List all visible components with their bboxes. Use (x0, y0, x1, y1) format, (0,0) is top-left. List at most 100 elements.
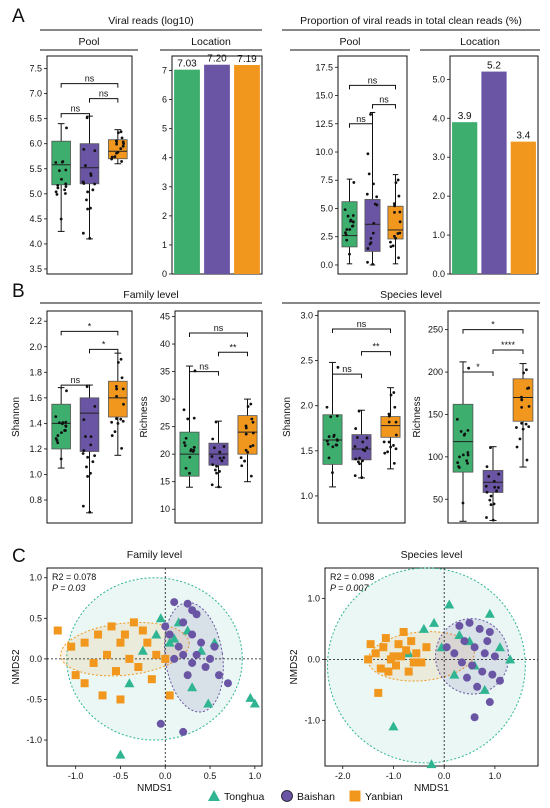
data-point (244, 432, 248, 436)
y-axis: 3.5 4.0 4.5 5.0 5.5 6.0 6.5 7.0 7.5 (29, 64, 47, 274)
significance-label: ns (71, 104, 81, 114)
y-axis-label: NMDS2 (11, 649, 22, 684)
point-square (67, 642, 76, 651)
data-point (487, 474, 491, 478)
data-point (369, 236, 373, 240)
data-point (59, 217, 63, 221)
data-point (210, 455, 214, 458)
data-point (325, 439, 329, 443)
y-tick-label: 2.2 (29, 316, 42, 326)
data-point (336, 365, 340, 369)
point-triangle (454, 630, 465, 640)
point-circle (457, 658, 466, 667)
data-point (188, 455, 192, 459)
data-point (331, 445, 335, 449)
data-point (110, 434, 114, 437)
data-point (60, 177, 63, 181)
data-point (192, 416, 196, 420)
point-square (374, 688, 383, 697)
data-point (86, 455, 90, 459)
y-tick-label: 150 (428, 409, 443, 419)
y-tick-label: 2.5 (320, 232, 333, 242)
significance-bracket (462, 329, 524, 334)
panel-letter: A (12, 6, 25, 27)
data-point (489, 503, 493, 507)
r2-stat: R2 = 0.078 (52, 572, 96, 582)
data-point (375, 195, 379, 199)
data-point (466, 453, 470, 457)
significance-label: ns (99, 89, 109, 99)
data-point (354, 427, 358, 430)
data-point (392, 461, 396, 465)
point-circle (468, 661, 477, 670)
point-circle (490, 652, 499, 661)
significance-bracket (372, 104, 396, 109)
y-axis: 0.0 2.5 5.0 7.5 10.0 12.5 15.0 17.5 (315, 62, 338, 270)
data-point (60, 431, 63, 435)
data-point (331, 471, 334, 475)
data-point (249, 402, 253, 406)
y-axis: 1.0 1.5 2.0 2.5 3.0 Shannon (282, 311, 318, 501)
significance-label: **** (501, 340, 516, 350)
data-point (497, 486, 500, 489)
y-tick-label: 15.0 (315, 91, 333, 101)
data-point (329, 415, 333, 419)
data-point (350, 224, 354, 228)
y-tick-label: 40 (160, 339, 170, 349)
data-point (115, 417, 118, 420)
significance-label: ns (214, 323, 224, 333)
significance-bracket (361, 351, 391, 356)
significance-label: ** (372, 342, 380, 352)
data-point (457, 465, 460, 468)
point-circle (460, 637, 469, 646)
data-point (327, 435, 331, 438)
significance-label: * (88, 321, 92, 331)
scatter-title: Family level (127, 549, 182, 561)
data-point (59, 457, 63, 461)
y-tick-label: 0.5 (29, 613, 42, 623)
data-point (372, 182, 375, 186)
legend-item-tonghua: Tonghua (208, 790, 264, 803)
data-point (394, 433, 398, 437)
data-point (63, 188, 67, 192)
data-point (358, 462, 361, 466)
y-tick-label: 1.4 (29, 418, 42, 428)
y-axis: 0.0 1.0 2.0 3.0 4.0 5.0 (432, 74, 450, 279)
x-tick-label: -1.0 (68, 771, 84, 781)
data-point (218, 450, 222, 454)
point-circle (470, 643, 479, 652)
data-point (387, 420, 391, 424)
data-point (182, 408, 186, 412)
y-tick-label: 7 (162, 66, 167, 76)
point-circle (192, 650, 201, 659)
subplot-subtitle: Location (191, 36, 231, 48)
point-square (134, 663, 143, 671)
y-tick-label: 3.0 (300, 311, 313, 321)
data-point (86, 190, 90, 194)
data-point (63, 429, 67, 432)
data-point (459, 430, 463, 433)
x-tick-label: 0.0 (159, 771, 172, 781)
data-point (521, 427, 525, 431)
significance-bracket (462, 371, 494, 377)
data-point (85, 198, 88, 202)
box-tonghua (51, 140, 71, 186)
data-point (86, 207, 90, 211)
significance-bracket (60, 384, 90, 390)
point-square (116, 638, 125, 647)
significance-label: * (491, 320, 495, 330)
x-tick-label: -0.5 (113, 771, 129, 781)
data-point (222, 456, 226, 460)
y-tick-label: 0.0 (307, 654, 320, 664)
data-point (520, 395, 523, 399)
y-tick-label: 7.5 (29, 64, 42, 74)
y-tick-label: 12.5 (315, 119, 333, 129)
y-tick-label: 2.0 (432, 191, 445, 201)
bar-value-label: 5.2 (487, 61, 501, 72)
data-point (93, 404, 97, 408)
data-point (65, 126, 68, 130)
data-point (82, 418, 86, 422)
data-point (115, 151, 118, 155)
x-axis-label: NMDS1 (414, 783, 449, 794)
y-tick-label: 3.0 (432, 152, 445, 162)
